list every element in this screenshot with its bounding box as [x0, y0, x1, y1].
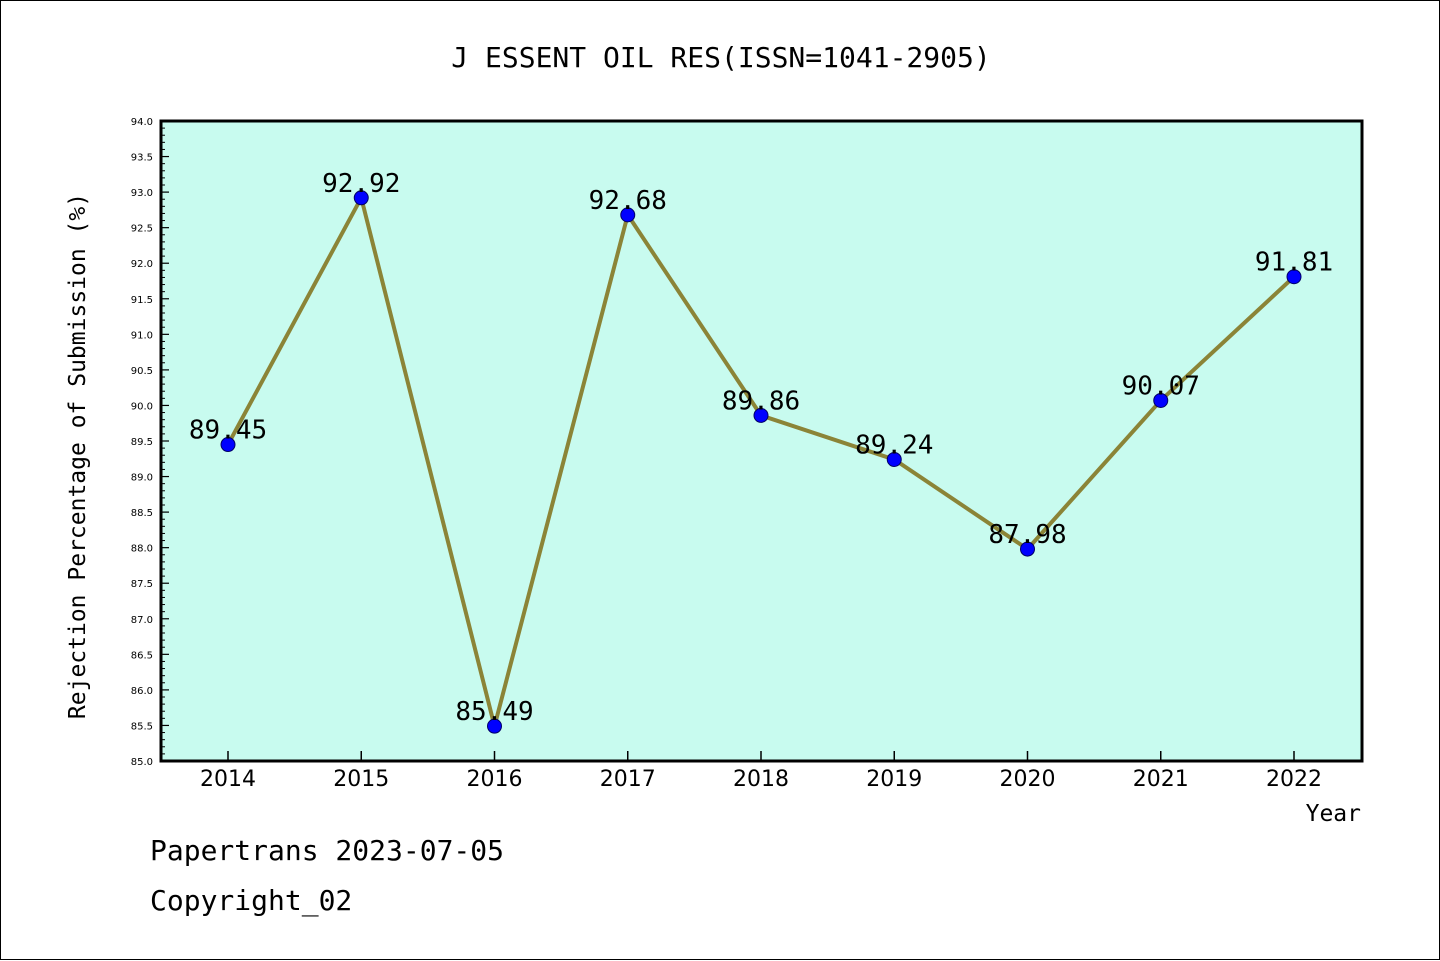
data-labels: 89.45 92.92 85.49 92.68 89.86 89.24 87.98 90.07…: [189, 169, 1333, 727]
x-tick-label: 2022: [1266, 767, 1322, 792]
y-tick-label: 85.5: [131, 721, 153, 732]
y-tick-label: 91.0: [131, 330, 153, 341]
y-tick-label: 86.5: [131, 650, 153, 661]
y-axis: 85.0 85.5 86.0 86.5 87.0 87.5 88.0 88.5 89.0 89.5…: [131, 117, 169, 768]
y-tick-label: 86.0: [131, 686, 153, 697]
x-tick-label: 2018: [733, 767, 789, 792]
y-tick-label: 88.0: [131, 544, 153, 555]
data-label: 85.49: [455, 697, 533, 727]
data-label: 92.68: [589, 186, 667, 216]
y-tick-label: 94.0: [131, 117, 153, 128]
x-tick-label: 2016: [467, 767, 523, 792]
x-tick-label: 2017: [600, 767, 656, 792]
y-tick-label: 88.5: [131, 508, 153, 519]
chart-title: J ESSENT OIL RES(ISSN=1041-2905): [451, 41, 990, 74]
y-tick-label: 91.5: [131, 295, 153, 306]
x-tick-label: 2015: [333, 767, 389, 792]
y-tick-label: 89.0: [131, 473, 153, 484]
data-label: 89.86: [722, 386, 800, 416]
y-tick-label: 90.0: [131, 401, 153, 412]
y-tick-label: 90.5: [131, 366, 153, 377]
data-point: [753, 407, 769, 423]
data-point: [886, 451, 902, 467]
data-point: [220, 437, 236, 453]
data-point: [353, 190, 369, 206]
data-label: 89.24: [855, 430, 933, 460]
x-axis-label: Year: [1306, 801, 1361, 827]
y-tick-label: 87.5: [131, 579, 153, 590]
data-label: 92.92: [322, 169, 400, 199]
y-tick-label: 87.0: [131, 615, 153, 626]
data-point: [487, 718, 502, 734]
x-tick-label: 2019: [866, 767, 922, 792]
y-tick-label: 85.0: [131, 757, 153, 768]
footer-copyright: Copyright_02: [150, 884, 353, 917]
x-tick-label: 2021: [1133, 767, 1189, 792]
data-point: [1286, 269, 1302, 285]
y-tick-label: 93.5: [131, 153, 153, 164]
y-tick-label: 92.5: [131, 224, 153, 235]
y-tick-label: 92.0: [131, 259, 153, 270]
y-axis-label: Rejection Percentage of Submission (%): [65, 193, 91, 719]
data-label: 90.07: [1122, 371, 1200, 401]
y-tick-label: 89.5: [131, 437, 153, 448]
plot-area: [159, 119, 1364, 763]
data-point: [1153, 392, 1169, 408]
series: [220, 190, 1302, 734]
data-point: [620, 207, 636, 223]
data-label: 89.45: [189, 416, 267, 446]
x-axis: 2014 2015 2016 2017 2018 2019 2020 2021 2022: [200, 751, 1322, 792]
data-point: [1020, 541, 1035, 557]
x-tick-label: 2020: [1000, 767, 1056, 792]
x-tick-label: 2014: [200, 767, 256, 792]
footer-date: Papertrans 2023-07-05: [150, 834, 505, 867]
y-tick-label: 93.0: [131, 188, 153, 199]
data-label: 87.98: [988, 520, 1066, 550]
data-label: 91.81: [1255, 248, 1333, 278]
